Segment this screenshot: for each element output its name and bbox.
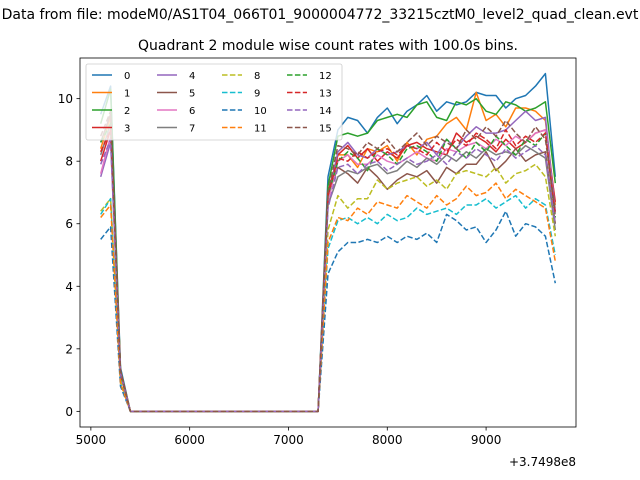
legend-label-0: 0 xyxy=(124,71,130,82)
legend-label-9: 9 xyxy=(254,89,260,100)
series-line-15 xyxy=(100,110,557,413)
legend-label-13: 13 xyxy=(319,89,332,100)
x-tick-label: 7000 xyxy=(273,433,304,447)
x-tick-label: 8000 xyxy=(372,433,403,447)
x-tick-label: 9000 xyxy=(471,433,502,447)
series-line-6 xyxy=(99,129,557,413)
series-line-5 xyxy=(99,113,557,413)
legend-label-11: 11 xyxy=(254,124,267,135)
legend-label-10: 10 xyxy=(254,106,267,117)
series-line-3 xyxy=(99,129,557,413)
y-tick-label: 10 xyxy=(58,92,73,106)
legend-box xyxy=(85,63,343,141)
legend-label-4: 4 xyxy=(189,71,195,82)
plot-area: 5000 6000 7000 8000 900002468100123456789101… xyxy=(58,57,577,447)
y-tick-label: 2 xyxy=(65,342,73,356)
series-line-7 xyxy=(99,122,557,413)
series-lines xyxy=(99,72,557,413)
legend-label-7: 7 xyxy=(189,124,195,135)
series-line-13 xyxy=(100,129,557,413)
legend-label-2: 2 xyxy=(124,106,130,117)
y-tick-label: 4 xyxy=(65,280,73,294)
x-tick-label: 5000 xyxy=(76,433,107,447)
legend-label-6: 6 xyxy=(189,106,195,117)
legend-label-5: 5 xyxy=(189,89,195,100)
y-tick-label: 6 xyxy=(65,217,73,231)
x-tick-label: 6000 xyxy=(174,433,205,447)
legend-label-3: 3 xyxy=(124,124,130,135)
series-line-12 xyxy=(100,122,557,413)
chart-title: Quadrant 2 module wise count rates with … xyxy=(138,38,518,54)
legend-label-14: 14 xyxy=(319,106,332,117)
x-offset-label: +3.7498e8 xyxy=(509,455,576,469)
legend-label-1: 1 xyxy=(124,89,130,100)
legend-label-8: 8 xyxy=(254,71,260,82)
y-tick-label: 8 xyxy=(65,155,73,169)
axes-frame xyxy=(79,57,577,428)
legend-label-12: 12 xyxy=(319,71,332,82)
legend-label-15: 15 xyxy=(319,124,332,135)
chart-suptitle: Data from file: modeM0/AS1T04_066T01_900… xyxy=(2,7,639,23)
y-tick-label: 0 xyxy=(65,405,73,419)
